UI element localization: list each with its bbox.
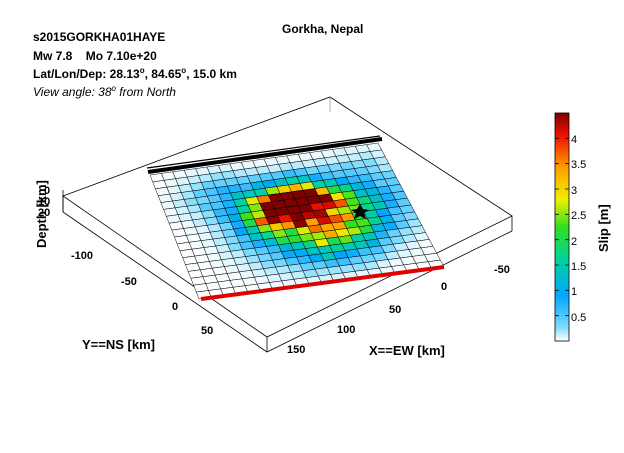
colorbar-tick-label: 2.5 [571,210,586,222]
location-line: Lat/Lon/Dep: 28.13o, 84.65o, 15.0 km [33,66,237,81]
colorbar: 0.5 1 1.5 2 2.5 3 3.5 4 Slip [m] [554,112,611,342]
seismic-moment: Mo 7.10e+20 [85,49,157,63]
y-tick-label: -50 [121,276,137,288]
event-id: s2015GORKHA01HAYE [33,30,166,44]
view-suffix: from North [115,85,176,99]
x-tick-label: 0 [441,281,447,293]
latitude: 28.13 [109,67,140,81]
colorbar-tick-label: 0.5 [571,312,586,324]
y-axis: -100 -50 0 50 Y==NS [km] [71,250,213,352]
y-tick-label: 50 [201,325,213,337]
box-bottom-edges [62,211,513,353]
colorbar-tick-label: 3 [571,185,577,197]
colorbar-tick-label: 4 [571,134,577,146]
magnitude: Mw 7.8 [33,49,73,63]
depth-tick-label: 20 [38,207,50,219]
hypocenter-star [351,204,369,219]
colorbar-tick-label: 1 [571,286,577,298]
view-prefix: View angle: 38 [33,85,112,99]
depth-axis-label: Depth [km] [34,180,49,248]
fault-bottom-edge [200,265,445,301]
colorbar-gradient [554,112,570,342]
x-tick-label: 100 [337,324,355,336]
colorbar-ticks [555,137,569,317]
fault-cells [149,142,445,300]
lon-degree: o [181,66,187,75]
depth-tick-label: 0 [44,185,50,197]
y-tick-label: -100 [71,250,93,262]
location-prefix: Lat/Lon/Dep: [33,67,110,81]
fault-trace-top [147,137,383,174]
colorbar-tick-label: 2 [571,236,577,248]
y-axis-label: Y==NS [km] [82,337,155,352]
view-degree: o [111,84,116,93]
x-tick-label: -50 [494,264,510,276]
depth-value: 15.0 km [192,67,237,81]
view-angle-line: View angle: 38o from North [33,84,176,99]
magnitude-line: Mw 7.8 Mo 7.10e+20 [33,49,157,63]
x-axis-label: X==EW [km] [369,343,445,358]
x-tick-label: 150 [287,344,305,356]
fault-trace-top-secondary [146,135,381,169]
colorbar-tick-label: 1.5 [571,261,586,273]
colorbar-label: Slip [m] [596,204,611,252]
depth-tick-label: 10 [38,196,50,208]
x-axis: -50 0 50 100 150 X==EW [km] [287,264,510,358]
depth-axis: 0 10 20 Depth [km] [34,180,64,248]
longitude: 84.65 [151,67,182,81]
lat-degree: o [139,66,145,75]
x-tick-label: 50 [389,304,401,316]
chart-title: Gorkha, Nepal [282,22,364,36]
y-tick-label: 0 [172,301,178,313]
colorbar-tick-label: 3.5 [571,159,586,171]
